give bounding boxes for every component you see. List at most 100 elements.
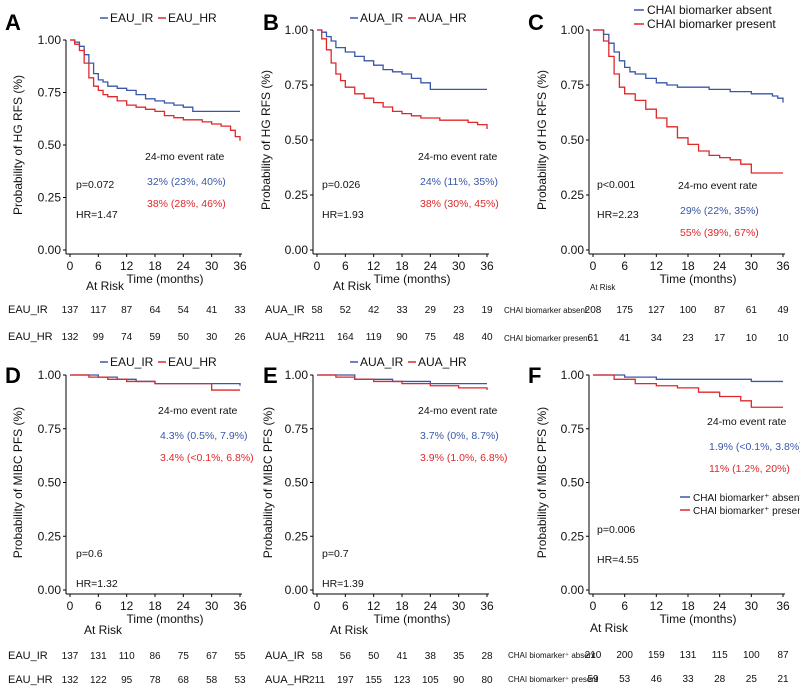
panel-c-at-risk-label: At Risk — [590, 283, 616, 292]
panel-c-risk-count: 208 — [585, 305, 602, 316]
panel-c-y-tick-label: 1.00 — [561, 23, 585, 37]
panel-c-x-tick-label: 24 — [713, 259, 727, 273]
panel-f-risk-row-label: CHAI biomarker⁺ present — [508, 675, 599, 684]
panel-a-risk-count: 137 — [62, 305, 79, 316]
panel-a-x-tick-label: 24 — [177, 259, 191, 273]
panel-b-letter: B — [263, 10, 279, 35]
panel-b-risk-count: 90 — [396, 332, 408, 343]
panel-e-risk-count: 35 — [453, 651, 465, 662]
panel-e-risk-count: 90 — [453, 675, 465, 686]
panel-d-y-tick-label: 0.50 — [38, 476, 62, 490]
panel-f-y-tick-label: 0.25 — [561, 529, 585, 543]
panel-f-event-rate-label: 24-mo event rate — [707, 416, 787, 428]
panel-e-y-axis-label: Probability of MIBC PFS (%) — [261, 407, 275, 558]
panel-e-p-value: p=0.7 — [322, 548, 349, 560]
panel-c-series-low-line — [593, 29, 784, 103]
panel-b-y-axis-label: Probability of HG RFS (%) — [259, 70, 273, 210]
panel-d-x-tick-label: 12 — [120, 599, 134, 613]
panel-f-risk-count: 131 — [680, 650, 697, 661]
panel-e-risk-count: 50 — [368, 651, 380, 662]
panel-b-x-tick-label: 0 — [314, 259, 321, 273]
panel-b-risk-count: 42 — [368, 305, 380, 316]
panel-b-at-risk-label: At Risk — [333, 279, 372, 293]
panel-b-risk-count: 40 — [481, 332, 493, 343]
panel-b-risk-count: 164 — [337, 332, 354, 343]
panel-c-risk-count: 127 — [648, 305, 665, 316]
panel-b-series-high-line — [317, 29, 488, 129]
panel-f-y-tick-label: 0.75 — [561, 422, 585, 436]
panel-f-risk-count: 33 — [682, 674, 694, 685]
panel-a-risk-count: 26 — [234, 332, 246, 343]
panel-c-risk-row-label: CHAI biomarker absent — [504, 306, 588, 315]
panel-a-series-low-line — [70, 39, 240, 113]
panel-a-risk-count: 33 — [234, 305, 246, 316]
panel-e-x-tick-label: 6 — [342, 599, 349, 613]
panel-f-series-high-line — [593, 374, 783, 408]
panel-a-risk-count: 87 — [121, 305, 133, 316]
panel-c-risk-count: 10 — [746, 333, 758, 344]
panel-d-x-tick-label: 24 — [177, 599, 191, 613]
panel-e-x-tick-label: 18 — [395, 599, 409, 613]
panel-d-risk-count: 53 — [234, 675, 246, 686]
panel-d-risk-count: 95 — [121, 675, 133, 686]
panel-d-x-tick-label: 18 — [148, 599, 162, 613]
panel-c-y-tick-label: 0.75 — [561, 78, 585, 92]
panel-c-y-tick-label: 0.25 — [561, 188, 585, 202]
panel-c-risk-count: 61 — [746, 305, 758, 316]
panel-e-risk-count: 56 — [340, 651, 352, 662]
panel-b-risk-count: 52 — [340, 305, 352, 316]
panel-b-risk-count: 48 — [453, 332, 465, 343]
panel-a-at-risk-label: At Risk — [86, 279, 125, 293]
panel-c-x-tick-label: 12 — [650, 259, 664, 273]
panel-f-risk-row-label: CHAI biomarker⁺ absent — [508, 651, 596, 660]
panel-c-event-rate-0: 29% (22%, 35%) — [680, 205, 759, 217]
panel-f-risk-count: 210 — [585, 650, 602, 661]
panel-e-risk-count: 155 — [365, 675, 382, 686]
panel-c-event-rate-1: 55% (39%, 67%) — [680, 227, 759, 239]
panel-a-y-tick-label: 0.25 — [38, 191, 62, 205]
panel-a-legend-label: EAU_IR — [110, 11, 154, 25]
panel-b-x-tick-label: 36 — [480, 259, 494, 273]
panel-a-x-tick-label: 30 — [205, 259, 219, 273]
panel-f-x-tick-label: 6 — [621, 599, 628, 613]
panel-b-y-tick-label: 0.00 — [285, 243, 309, 257]
panel-b-x-tick-label: 6 — [342, 259, 349, 273]
panel-b-event-rate-label: 24-mo event rate — [418, 151, 498, 163]
panel-f-x-tick-label: 30 — [745, 599, 759, 613]
panel-e-series-high-line — [317, 374, 488, 391]
panel-a-y-tick-label: 0.50 — [38, 138, 62, 152]
panel-b-hazard-ratio: HR=1.93 — [322, 209, 364, 221]
panel-a-risk-count: 117 — [90, 305, 106, 316]
panel-e-risk-count: 197 — [337, 675, 354, 686]
panel-d-letter: D — [5, 363, 21, 388]
panel-f-y-tick-label: 1.00 — [561, 368, 585, 382]
panel-d-event-rate-0: 4.3% (0.5%, 7.9%) — [160, 430, 248, 442]
panel-f-risk-count: 46 — [651, 674, 663, 685]
panel-a-event-rate-0: 32% (23%, 40%) — [147, 176, 226, 188]
panel-f-event-rate-1: 11% (1.2%, 20%) — [709, 463, 790, 475]
panel-b-risk-count: 58 — [311, 305, 323, 316]
panel-d-y-tick-label: 1.00 — [38, 368, 62, 382]
panel-a-x-tick-label: 12 — [120, 259, 134, 273]
panel-c-risk-count: 87 — [714, 305, 726, 316]
panel-b-y-tick-label: 0.25 — [285, 188, 309, 202]
panel-d-risk-count: 131 — [90, 651, 107, 662]
panel-c-y-tick-label: 0.50 — [561, 133, 585, 147]
panel-a-risk-row-label: EAU_HR — [8, 331, 53, 343]
panel-e-risk-count: 80 — [481, 675, 493, 686]
panel-e-risk-count: 28 — [481, 651, 493, 662]
panel-a-risk-count: 59 — [149, 332, 161, 343]
panel-f-at-risk-label: At Risk — [590, 621, 629, 635]
panel-c-risk-count: 175 — [616, 305, 633, 316]
panel-d-risk-count: 132 — [62, 675, 79, 686]
panel-c-risk-row-label: CHAI biomarker present — [504, 334, 591, 343]
panel-c-risk-count: 10 — [777, 333, 789, 344]
panel-d-risk-count: 55 — [234, 651, 246, 662]
panel-a-legend-label: EAU_HR — [168, 11, 217, 25]
panel-e-y-tick-label: 0.00 — [285, 583, 309, 597]
panel-a-y-tick-label: 0.00 — [38, 243, 62, 257]
panel-d-risk-count: 137 — [62, 651, 79, 662]
panel-a-p-value: p=0.072 — [76, 179, 114, 191]
panel-c-legend-label: CHAI biomarker absent — [647, 3, 772, 17]
panel-c-risk-count: 41 — [619, 333, 631, 344]
